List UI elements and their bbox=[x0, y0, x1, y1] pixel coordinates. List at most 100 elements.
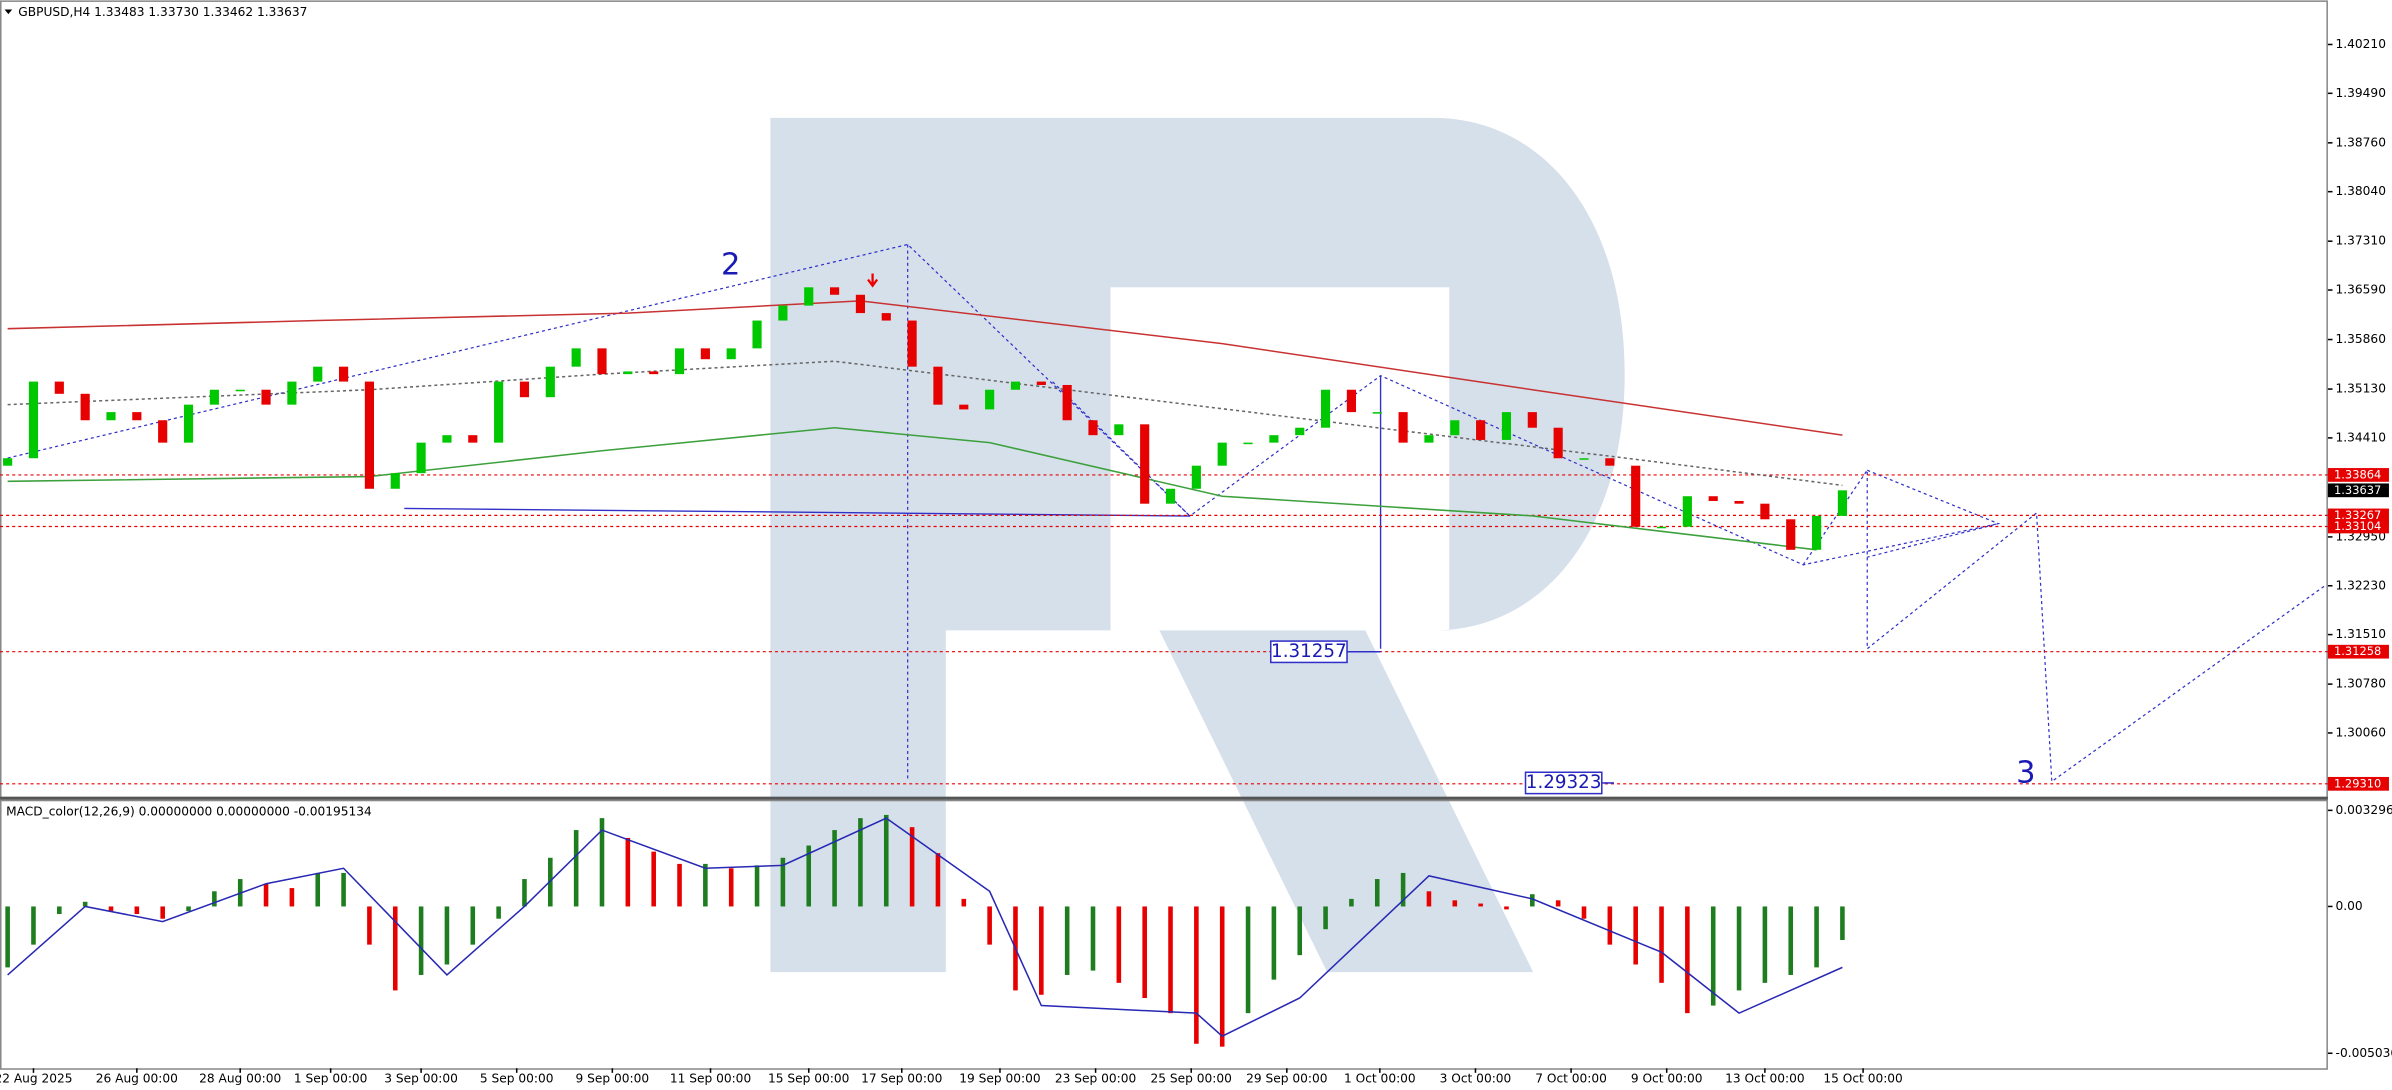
candle-body bbox=[287, 381, 297, 405]
candle-body bbox=[1217, 442, 1227, 466]
macd-bar bbox=[522, 879, 527, 907]
arrow-marker bbox=[867, 273, 879, 288]
x-tick-label: 19 Sep 00:00 bbox=[959, 1071, 1040, 1085]
price-tag bbox=[2327, 508, 2389, 523]
candle-body bbox=[390, 473, 400, 489]
x-tick-label: 1 Oct 00:00 bbox=[1344, 1071, 1416, 1085]
candle-body bbox=[1321, 389, 1331, 428]
price-tag-label: 1.29310 bbox=[2334, 776, 2381, 790]
candle-body bbox=[28, 381, 39, 459]
macd-bar bbox=[1168, 906, 1173, 1014]
price-tag-label: 1.33637 bbox=[2334, 483, 2381, 497]
macd-bar bbox=[496, 906, 501, 919]
y-tick-label: 1.39490 bbox=[2336, 86, 2386, 100]
candle-body bbox=[416, 442, 426, 474]
y-tick-label: 1.31510 bbox=[2336, 627, 2386, 641]
y-tick-label: 1.38760 bbox=[2336, 135, 2386, 149]
macd-bar bbox=[1374, 879, 1380, 907]
candle-body bbox=[1036, 381, 1046, 385]
x-tick-label: 5 Sep 00:00 bbox=[480, 1071, 554, 1085]
macd-bar bbox=[82, 901, 88, 907]
candle-body bbox=[545, 366, 555, 398]
macd-bar bbox=[186, 906, 191, 912]
candle-body bbox=[1553, 427, 1563, 459]
macd-bar bbox=[1840, 906, 1845, 940]
macd-bar bbox=[573, 830, 579, 907]
macd-bar bbox=[1297, 906, 1303, 956]
macd-bar bbox=[625, 837, 631, 907]
macd-bar bbox=[1504, 906, 1509, 910]
macd-bar bbox=[728, 868, 734, 907]
candle-body bbox=[1114, 424, 1124, 436]
macd-bar bbox=[315, 872, 321, 907]
candle-body bbox=[1682, 496, 1692, 527]
macd-bar bbox=[1710, 906, 1716, 1006]
macd-bar bbox=[341, 872, 346, 907]
price-tag-label: 1.33104 bbox=[2334, 519, 2381, 533]
moving-average bbox=[7, 426, 1817, 551]
macd-bar bbox=[1530, 894, 1535, 907]
macd-bar bbox=[367, 906, 372, 945]
wave-line bbox=[1866, 469, 2001, 558]
macd-bar bbox=[444, 906, 450, 965]
chart-title: GBPUSD,H4 1.33483 1.33730 1.33462 1.3363… bbox=[18, 5, 307, 19]
macd-bar bbox=[1478, 903, 1483, 907]
candle-body bbox=[959, 404, 969, 410]
candle-body bbox=[1656, 526, 1667, 529]
candle-body bbox=[1191, 465, 1201, 489]
macd-panel-frame bbox=[0, 799, 2328, 1070]
macd-bar bbox=[31, 906, 36, 945]
candle-body bbox=[519, 381, 530, 398]
candle-body bbox=[571, 348, 581, 367]
macd-bar bbox=[263, 883, 269, 907]
macd-bar bbox=[935, 853, 941, 907]
candle-body bbox=[468, 435, 478, 443]
candle-body bbox=[804, 287, 814, 306]
price-tag bbox=[2327, 644, 2389, 659]
candle-body bbox=[597, 348, 607, 375]
candle-body bbox=[1631, 465, 1641, 527]
x-tick-label: 15 Sep 00:00 bbox=[768, 1071, 849, 1085]
level-box bbox=[1524, 771, 1603, 795]
macd-bar bbox=[134, 906, 140, 915]
macd-bar bbox=[1142, 906, 1147, 998]
y-tick-label: 1.35860 bbox=[2336, 332, 2386, 346]
candle-body bbox=[881, 313, 891, 321]
candle-body bbox=[726, 348, 736, 360]
price-tag-label: 1.31258 bbox=[2334, 644, 2381, 658]
y-tick-label: 1.30060 bbox=[2336, 725, 2386, 739]
macd-bar bbox=[1426, 891, 1432, 907]
wave-label: 3 bbox=[2016, 755, 2035, 790]
macd-bar bbox=[909, 827, 915, 907]
x-tick-label: 23 Sep 00:00 bbox=[1055, 1071, 1136, 1085]
macd-bar bbox=[1116, 906, 1122, 983]
level-label: 1.31257 bbox=[1271, 641, 1347, 662]
macd-bar bbox=[1064, 906, 1070, 975]
macd-bar bbox=[599, 818, 605, 907]
candle-body bbox=[261, 389, 271, 405]
macd-bar bbox=[160, 906, 165, 919]
x-tick-label: 3 Sep 00:00 bbox=[384, 1071, 458, 1085]
candle-body bbox=[80, 393, 90, 421]
candle-body bbox=[54, 381, 64, 394]
candle-body bbox=[1837, 490, 1847, 516]
macd-bar bbox=[57, 906, 62, 915]
macd-bar bbox=[1788, 906, 1794, 975]
candle-body bbox=[1140, 424, 1150, 504]
candle-body bbox=[1734, 500, 1744, 504]
candle-body bbox=[855, 294, 865, 314]
macd-title: MACD_color(12,26,9) 0.00000000 0.0000000… bbox=[6, 804, 372, 818]
macd-bar bbox=[780, 857, 786, 907]
y-tick-label: 1.38040 bbox=[2336, 184, 2386, 198]
price-tag-label: 1.33267 bbox=[2334, 508, 2381, 522]
macd-tick-label: 0.00 bbox=[2336, 899, 2363, 913]
y-tick-label: 1.36590 bbox=[2336, 283, 2386, 297]
macd-signal bbox=[7, 817, 1843, 1038]
level-box bbox=[1269, 640, 1348, 664]
candle-body bbox=[338, 366, 349, 382]
candle-body bbox=[364, 381, 374, 489]
x-tick-label: 11 Sep 00:00 bbox=[670, 1071, 751, 1085]
macd-bar bbox=[1400, 872, 1406, 907]
